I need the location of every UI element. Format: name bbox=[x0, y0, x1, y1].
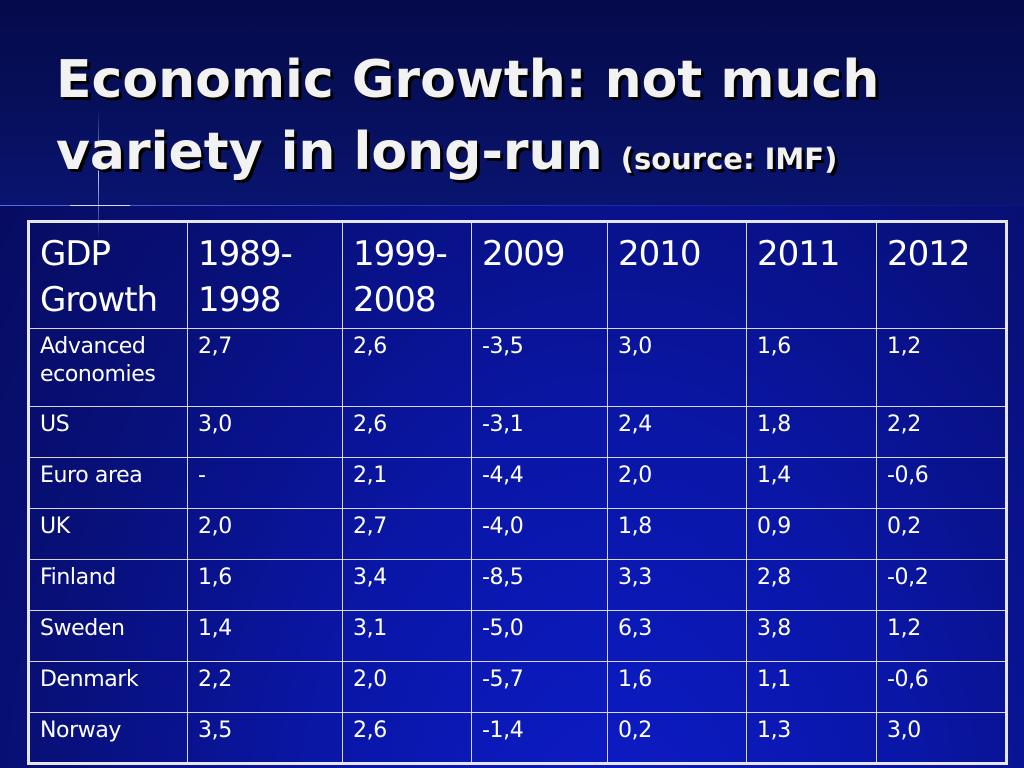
value-cell: 2,7 bbox=[187, 328, 343, 407]
value-cell: 2,7 bbox=[342, 508, 472, 560]
value-cell: -0,6 bbox=[876, 457, 1007, 509]
value-cell: -0,2 bbox=[876, 559, 1007, 611]
value-cell: 3,1 bbox=[342, 610, 472, 662]
decorative-horizontal-line bbox=[0, 205, 1024, 206]
table-row: Denmark 2,2 2,0 -5,7 1,6 1,1 -0,6 bbox=[28, 661, 1007, 713]
row-label-cell: UK bbox=[28, 508, 188, 560]
value-cell: 3,3 bbox=[607, 559, 747, 611]
value-cell: 3,4 bbox=[342, 559, 472, 611]
row-label-cell: Advanced economies bbox=[28, 328, 188, 407]
header-cell: 2009 bbox=[471, 221, 608, 329]
table-row: US 3,0 2,6 -3,1 2,4 1,8 2,2 bbox=[28, 406, 1007, 458]
value-cell: 1,6 bbox=[746, 328, 877, 407]
row-label-cell: Norway bbox=[28, 712, 188, 764]
header-cell: 1999-2008 bbox=[342, 221, 472, 329]
value-cell: 1,6 bbox=[187, 559, 343, 611]
value-cell: 3,8 bbox=[746, 610, 877, 662]
table-header-row: GDP Growth 1989-1998 1999-2008 2009 2010… bbox=[28, 221, 1007, 329]
value-cell: 1,4 bbox=[746, 457, 877, 509]
row-label-cell: US bbox=[28, 406, 188, 458]
value-cell: -4,0 bbox=[471, 508, 608, 560]
value-cell: 2,2 bbox=[187, 661, 343, 713]
table-row: Sweden 1,4 3,1 -5,0 6,3 3,8 1,2 bbox=[28, 610, 1007, 662]
value-cell: -3,1 bbox=[471, 406, 608, 458]
table-row: Advanced economies 2,7 2,6 -3,5 3,0 1,6 … bbox=[28, 328, 1007, 407]
value-cell: 1,6 bbox=[607, 661, 747, 713]
decorative-crosshair bbox=[70, 205, 130, 206]
value-cell: 0,2 bbox=[607, 712, 747, 764]
value-cell: 0,9 bbox=[746, 508, 877, 560]
value-cell: 1,3 bbox=[746, 712, 877, 764]
header-cell: 1989-1998 bbox=[187, 221, 343, 329]
value-cell: 3,0 bbox=[876, 712, 1007, 764]
value-cell: 1,4 bbox=[187, 610, 343, 662]
value-cell: 2,1 bbox=[342, 457, 472, 509]
table-row: Finland 1,6 3,4 -8,5 3,3 2,8 -0,2 bbox=[28, 559, 1007, 611]
value-cell: 0,2 bbox=[876, 508, 1007, 560]
row-label-cell: Sweden bbox=[28, 610, 188, 662]
value-cell: 1,2 bbox=[876, 610, 1007, 662]
slide-title-source: (source: IMF) bbox=[620, 142, 838, 176]
row-label-cell: Euro area bbox=[28, 457, 188, 509]
value-cell: -5,0 bbox=[471, 610, 608, 662]
value-cell: 2,6 bbox=[342, 712, 472, 764]
value-cell: -4,4 bbox=[471, 457, 608, 509]
value-cell: 3,0 bbox=[187, 406, 343, 458]
value-cell: 2,8 bbox=[746, 559, 877, 611]
header-cell: 2010 bbox=[607, 221, 747, 329]
row-label-cell: Finland bbox=[28, 559, 188, 611]
value-cell: 2,0 bbox=[607, 457, 747, 509]
value-cell: 2,0 bbox=[187, 508, 343, 560]
value-cell: 2,4 bbox=[607, 406, 747, 458]
gdp-growth-table: GDP Growth 1989-1998 1999-2008 2009 2010… bbox=[27, 220, 1008, 765]
row-label-cell: Denmark bbox=[28, 661, 188, 713]
value-cell: 2,0 bbox=[342, 661, 472, 713]
table-row: Euro area - 2,1 -4,4 2,0 1,4 -0,6 bbox=[28, 457, 1007, 509]
value-cell: 3,0 bbox=[607, 328, 747, 407]
value-cell: 2,6 bbox=[342, 328, 472, 407]
value-cell: 1,2 bbox=[876, 328, 1007, 407]
value-cell: -5,7 bbox=[471, 661, 608, 713]
header-cell: 2011 bbox=[746, 221, 877, 329]
table-row: Norway 3,5 2,6 -1,4 0,2 1,3 3,0 bbox=[28, 712, 1007, 764]
value-cell: 6,3 bbox=[607, 610, 747, 662]
value-cell: 1,8 bbox=[746, 406, 877, 458]
value-cell: 2,2 bbox=[876, 406, 1007, 458]
header-cell: 2012 bbox=[876, 221, 1007, 329]
value-cell: -8,5 bbox=[471, 559, 608, 611]
value-cell: 1,8 bbox=[607, 508, 747, 560]
decorative-vertical-line bbox=[98, 110, 99, 240]
header-cell: GDP Growth bbox=[28, 221, 188, 329]
slide-title-main: Economic Growth: not much variety in lon… bbox=[56, 50, 880, 182]
value-cell: -1,4 bbox=[471, 712, 608, 764]
title-band-background bbox=[0, 0, 1024, 205]
value-cell: - bbox=[187, 457, 343, 509]
table-row: UK 2,0 2,7 -4,0 1,8 0,9 0,2 bbox=[28, 508, 1007, 560]
value-cell: 2,6 bbox=[342, 406, 472, 458]
value-cell: 1,1 bbox=[746, 661, 877, 713]
slide-title: Economic Growth: not much variety in lon… bbox=[56, 44, 996, 195]
value-cell: -0,6 bbox=[876, 661, 1007, 713]
value-cell: 3,5 bbox=[187, 712, 343, 764]
value-cell: -3,5 bbox=[471, 328, 608, 407]
